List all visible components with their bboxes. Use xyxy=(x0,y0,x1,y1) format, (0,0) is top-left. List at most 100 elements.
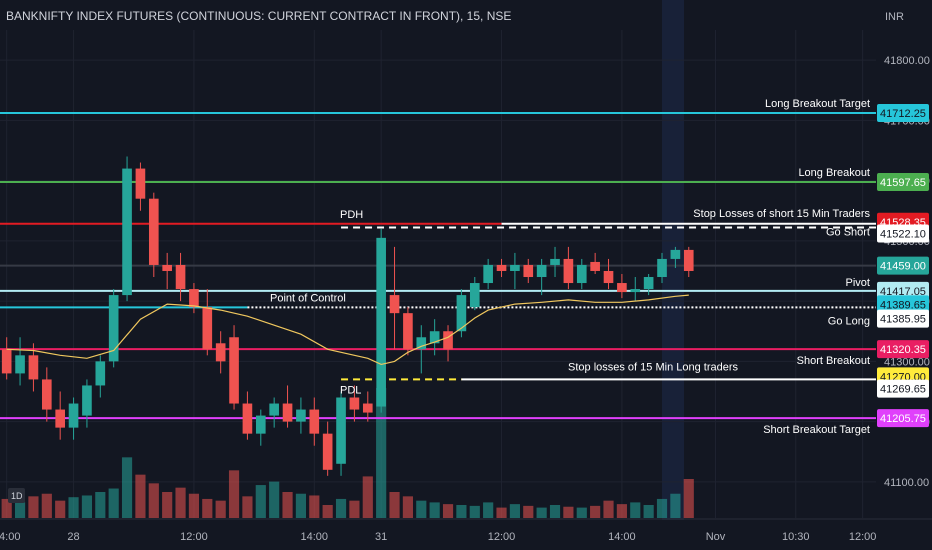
candle[interactable] xyxy=(108,289,119,368)
level-label-short-breakout-target: Short Breakout Target xyxy=(763,424,870,436)
candle[interactable] xyxy=(510,252,520,290)
candle[interactable] xyxy=(483,258,493,290)
candle[interactable] xyxy=(389,246,400,350)
candle[interactable] xyxy=(683,246,694,278)
time-tick-label: 12:00 xyxy=(488,531,516,543)
candle[interactable] xyxy=(1,337,12,380)
volume-bar xyxy=(55,500,66,518)
time-axis[interactable]: 14:00 28 12:00 14:00 31 12:00 14:00 Nov 10:30 12:… xyxy=(0,518,932,543)
price-badge-last-price: 41459.00 xyxy=(877,256,929,275)
price-badge-label: 41459.00 xyxy=(880,261,926,273)
candle[interactable] xyxy=(175,252,186,302)
candle[interactable] xyxy=(202,289,213,356)
candle[interactable] xyxy=(269,397,279,428)
candle[interactable] xyxy=(296,397,306,434)
candle-body xyxy=(563,258,574,284)
candle[interactable] xyxy=(41,367,52,422)
candle[interactable] xyxy=(416,325,427,374)
price-badge-pivot: 41417.05 xyxy=(877,281,929,300)
candle[interactable] xyxy=(617,274,627,299)
candle[interactable] xyxy=(162,252,172,290)
candle[interactable] xyxy=(643,274,654,296)
candle-body xyxy=(469,283,480,308)
volume-bar xyxy=(656,498,668,518)
candle[interactable] xyxy=(603,258,614,290)
volume-bar xyxy=(603,500,614,518)
candle[interactable] xyxy=(282,385,293,428)
candle[interactable] xyxy=(403,307,413,356)
candle[interactable] xyxy=(429,319,440,356)
candle-body xyxy=(175,264,186,290)
candle[interactable] xyxy=(55,391,65,440)
candle[interactable] xyxy=(349,385,360,422)
candles[interactable] xyxy=(1,156,694,476)
price-badge-box xyxy=(877,281,929,300)
candle[interactable] xyxy=(28,343,39,392)
volume-bar xyxy=(295,493,306,518)
candle[interactable] xyxy=(255,409,266,446)
volume-bar xyxy=(175,487,186,518)
candle[interactable] xyxy=(469,277,480,311)
price-badge-short-breakout-target: 41205.75 xyxy=(877,409,929,428)
candle[interactable] xyxy=(456,289,467,338)
volume-bar xyxy=(402,496,413,518)
candle[interactable] xyxy=(336,391,346,476)
candle[interactable] xyxy=(148,192,159,278)
price-tick-label: 41800.00 xyxy=(884,55,930,67)
volume-bar xyxy=(121,457,133,518)
candle[interactable] xyxy=(242,391,253,440)
candle-body xyxy=(550,258,560,265)
candle-body xyxy=(483,264,493,284)
candle[interactable] xyxy=(135,162,146,211)
session-highlight xyxy=(662,0,684,520)
candle[interactable] xyxy=(122,156,132,302)
level-label-long-breakout-target: Long Breakout Target xyxy=(765,98,870,110)
time-tick-label: 14:00 xyxy=(301,531,329,543)
price-badge-pdl-low: 41269.65 xyxy=(877,379,929,398)
volume-bar xyxy=(683,479,694,518)
candle[interactable] xyxy=(576,258,587,290)
candle-body xyxy=(296,409,306,422)
volume-bar xyxy=(269,481,280,518)
candle[interactable] xyxy=(189,283,199,314)
candle[interactable] xyxy=(68,397,79,440)
candle[interactable] xyxy=(630,277,641,302)
candle[interactable] xyxy=(563,246,574,290)
volume-bar xyxy=(576,507,587,518)
candle[interactable] xyxy=(536,258,547,296)
candle-body xyxy=(630,289,641,293)
time-tick-label: 31 xyxy=(375,531,387,543)
volume-bar xyxy=(95,492,106,518)
candle-body xyxy=(15,355,25,374)
candle[interactable] xyxy=(657,252,667,284)
volume-bar xyxy=(536,507,547,518)
level-label-go-long: Go Long xyxy=(828,316,870,328)
candle[interactable] xyxy=(322,421,333,476)
candle[interactable] xyxy=(590,252,600,274)
volume-bar xyxy=(509,504,520,518)
candle[interactable] xyxy=(362,391,373,422)
candle[interactable] xyxy=(82,379,92,428)
candle-body xyxy=(108,295,119,362)
candle[interactable] xyxy=(376,228,386,413)
candle-body xyxy=(1,349,12,374)
candle[interactable] xyxy=(15,337,25,386)
candle[interactable] xyxy=(229,325,239,410)
interval-badge[interactable] xyxy=(8,488,25,503)
candle[interactable] xyxy=(496,258,507,278)
volume-bar xyxy=(1,498,12,518)
candle[interactable] xyxy=(443,325,453,362)
candle-body xyxy=(309,409,320,434)
volume-bar xyxy=(670,493,681,518)
price-badges: 41712.2541597.6541528.3541522.1041459.00… xyxy=(877,103,929,428)
candle[interactable] xyxy=(550,246,560,278)
candle[interactable] xyxy=(523,258,534,284)
candle[interactable] xyxy=(95,355,106,398)
candle[interactable] xyxy=(215,331,226,374)
candle-body xyxy=(657,258,667,278)
time-tick-label: 28 xyxy=(67,531,79,543)
candle-body xyxy=(255,415,266,434)
candle[interactable] xyxy=(670,246,681,268)
candle[interactable] xyxy=(309,397,320,446)
